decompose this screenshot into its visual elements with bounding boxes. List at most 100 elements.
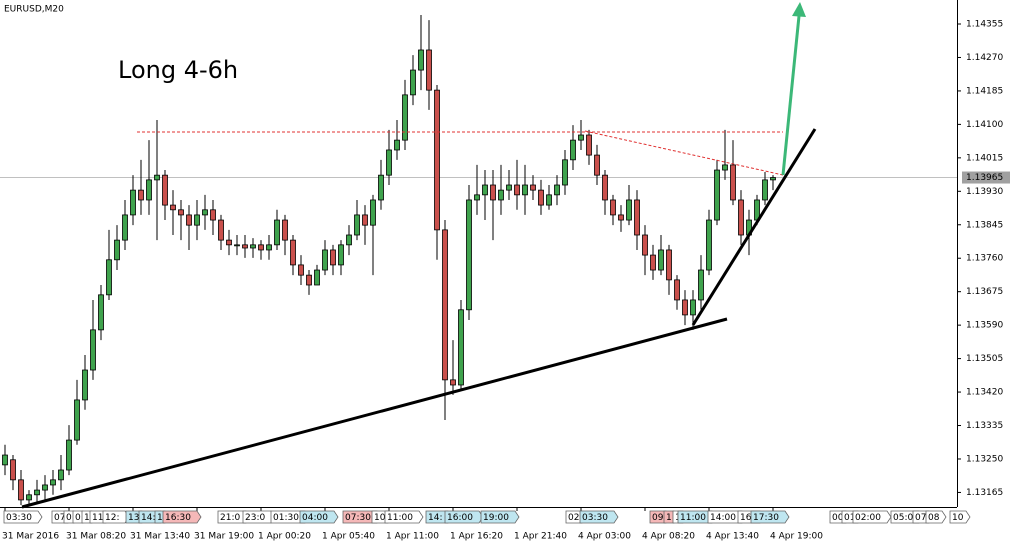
candle-body xyxy=(554,184,560,196)
candle-body xyxy=(274,219,280,246)
trade-tag xyxy=(162,510,202,524)
descending-line xyxy=(584,130,784,176)
candle-body xyxy=(570,139,576,161)
x-tick-label: 1 Apr 05:40 xyxy=(322,532,375,542)
candle-body xyxy=(42,484,48,491)
candle-body xyxy=(466,199,472,311)
candle-body xyxy=(410,69,416,96)
candle-body xyxy=(618,214,624,221)
trade-tag-label: 1 xyxy=(666,513,672,523)
current-price-label: 1.13965 xyxy=(966,173,1003,183)
trade-tag-label: 12: xyxy=(105,513,119,523)
annotation: Long 4-6h xyxy=(118,56,238,84)
candle-body xyxy=(74,399,80,441)
candle-body xyxy=(130,189,136,216)
candle-body xyxy=(458,309,464,386)
candle-body xyxy=(490,184,496,201)
x-tick-label: 4 Apr 19:00 xyxy=(770,532,823,542)
y-tick-label: 1.13165 xyxy=(966,488,1003,498)
candle-body xyxy=(730,164,736,201)
short-trendline xyxy=(691,128,817,326)
candle-body xyxy=(298,264,304,276)
trade-tag-label: 07:30 xyxy=(345,513,371,523)
x-tick-label: 1 Apr 21:40 xyxy=(514,532,567,542)
plot xyxy=(0,14,957,506)
chart-title: EURUSD,M20 xyxy=(4,5,64,15)
candle-body xyxy=(402,94,408,141)
candle-body xyxy=(426,49,432,91)
candle-body xyxy=(538,189,544,206)
trade-tag xyxy=(949,510,971,524)
x-tick-label: 31 Mar 08:20 xyxy=(66,532,126,542)
candle-body xyxy=(146,179,152,201)
trade-tag-label: 11:00 xyxy=(680,513,706,523)
candle-body xyxy=(90,329,96,371)
trade-tag-label: 21:0 xyxy=(220,513,240,523)
trade-tag-label: 10 xyxy=(952,513,964,523)
candle-body xyxy=(370,199,376,226)
candle-body xyxy=(530,184,536,191)
trade-tag-label: 1 xyxy=(84,513,90,523)
candle-body xyxy=(666,249,672,281)
candle-body xyxy=(602,174,608,201)
candle-body xyxy=(234,244,240,247)
candle-body xyxy=(442,229,448,381)
support-trendline xyxy=(21,317,728,509)
candle-body xyxy=(106,259,112,296)
candle-body xyxy=(50,479,56,486)
candle-body xyxy=(362,214,368,226)
candle-body xyxy=(26,494,32,501)
candle-body xyxy=(698,269,704,301)
x-tick-label: 31 Mar 19:00 xyxy=(194,532,254,542)
trade-tag-label: 23:0 xyxy=(245,513,265,523)
candle-body xyxy=(266,244,272,251)
candle-body xyxy=(722,164,728,171)
candle-body xyxy=(10,459,16,481)
trade-tag-label: 11 xyxy=(92,513,103,523)
y-tick-label: 1.14185 xyxy=(966,86,1003,96)
candle-body xyxy=(34,489,40,496)
trade-tag-label: 14:00 xyxy=(710,513,736,523)
trade-tag-label: 00 xyxy=(832,513,844,523)
candle-body xyxy=(586,134,592,156)
candle-body xyxy=(434,89,440,231)
trade-tag-label: 10 xyxy=(374,513,386,523)
candle-body xyxy=(498,189,504,201)
candle-body xyxy=(738,199,744,236)
candle-body xyxy=(218,219,224,241)
x-tick-label: 31 Mar 2016 xyxy=(2,532,59,542)
trade-tag xyxy=(579,510,619,524)
candle-body xyxy=(138,189,144,201)
candle-body xyxy=(194,214,200,226)
trade-tag-label: 07 xyxy=(54,513,65,523)
candle-body xyxy=(346,234,352,246)
trade-tag-label: 0 xyxy=(66,513,72,523)
y-tick-label: 1.13675 xyxy=(966,287,1003,297)
arrow-head xyxy=(792,2,806,17)
candle-body xyxy=(770,177,776,181)
candle-body xyxy=(66,439,72,471)
trade-tag-label: 13 xyxy=(128,513,139,523)
candle-body xyxy=(330,249,336,266)
trade-tag-label: 02:00 xyxy=(855,513,881,523)
trade-tag xyxy=(384,510,424,524)
candle-body xyxy=(514,184,520,196)
trade-tag-label: 01 xyxy=(844,513,855,523)
y-tick-label: 1.13760 xyxy=(966,254,1003,264)
y-tick-label: 1.13250 xyxy=(966,454,1003,464)
y-tick-label: 1.13420 xyxy=(966,388,1003,398)
y-tick-label: 1.14015 xyxy=(966,153,1003,163)
candle-body xyxy=(178,209,184,216)
candle-body xyxy=(386,149,392,176)
candle-body xyxy=(642,234,648,256)
trade-tag-label: 05:0 xyxy=(893,513,913,523)
candle-body xyxy=(706,219,712,271)
candle-body xyxy=(450,379,456,386)
candle-body xyxy=(578,134,584,141)
trade-tag xyxy=(852,510,892,524)
trade-tag xyxy=(3,510,43,524)
candle-body xyxy=(122,214,128,241)
candle-body xyxy=(482,184,488,196)
